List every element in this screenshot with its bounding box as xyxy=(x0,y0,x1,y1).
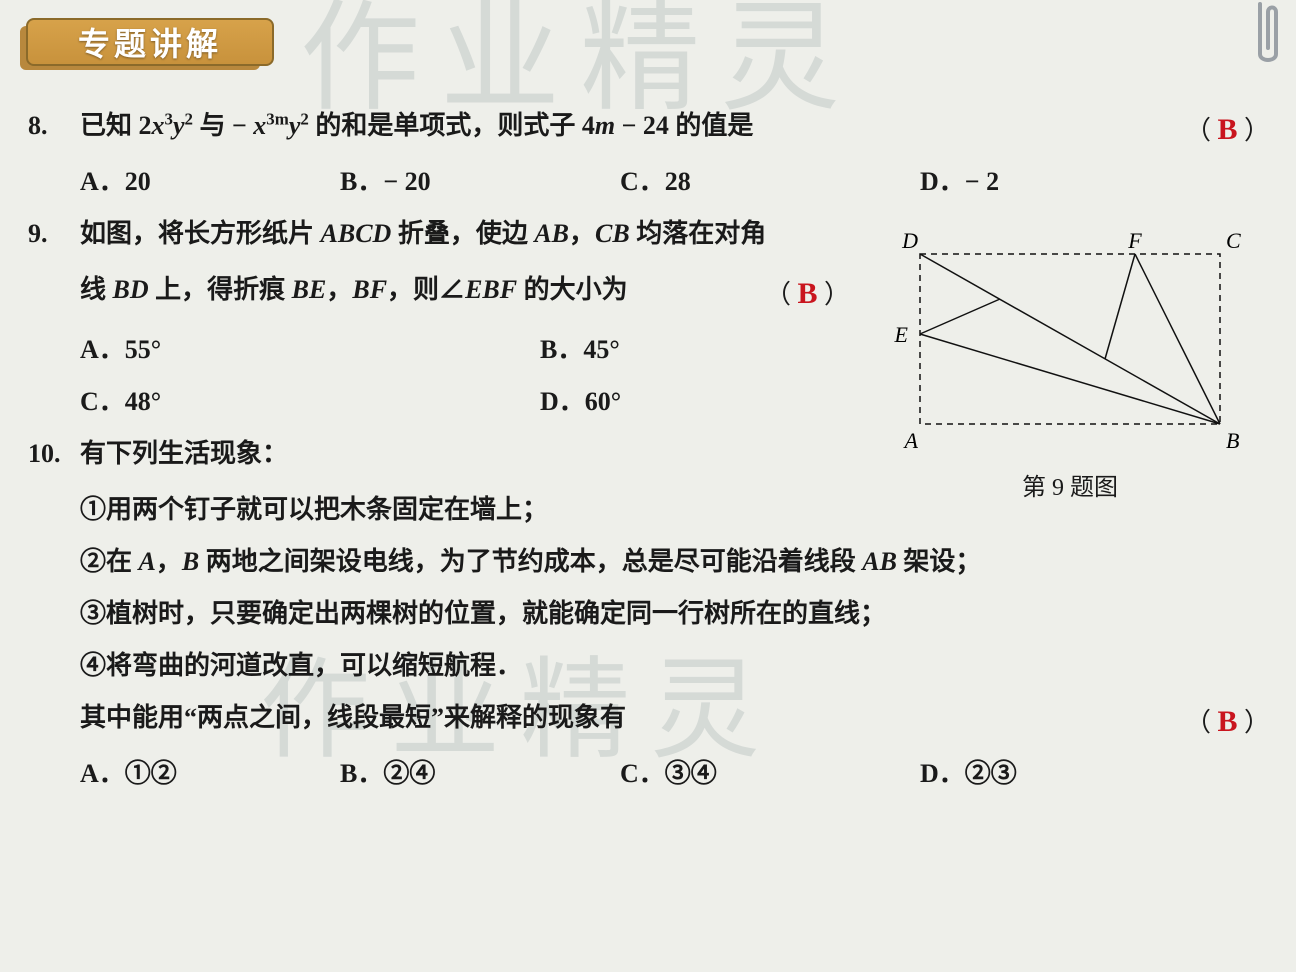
q10-item3: ③植树时，只要确定出两棵树的位置，就能确定同一行树所在的直线； xyxy=(30,588,1270,640)
q10-answer-slot: （ B ） xyxy=(1185,692,1270,752)
svg-text:E: E xyxy=(894,322,909,347)
q9-figure-caption: 第 9 题图 xyxy=(890,464,1250,512)
svg-text:A: A xyxy=(903,428,919,453)
page-content: 8. 已知 2x3y2 与 − x3my2 的和是单项式，则式子 4m − 24… xyxy=(30,100,1270,800)
q8-optC: C．28 xyxy=(620,156,920,208)
q9-answer-slot: （ B ） xyxy=(765,264,850,324)
svg-text:C: C xyxy=(1226,228,1241,253)
q9-optC: C．48° xyxy=(80,376,540,428)
q9-number: 9. xyxy=(28,208,48,260)
q10-answer: B xyxy=(1217,705,1237,738)
q8-number: 8. xyxy=(28,100,48,152)
svg-text:F: F xyxy=(1127,228,1142,253)
svg-text:D: D xyxy=(901,228,918,253)
q9-line1: 9. 如图，将长方形纸片 ABCD 折叠，使边 AB，CB 均落在对角 xyxy=(30,208,850,260)
banner-title: 专题讲解 xyxy=(26,18,274,66)
q8-optB: B．− 20 xyxy=(340,156,620,208)
q10-optB: B．②④ xyxy=(340,748,620,800)
q9-figure: D F C E A B 第 9 题图 xyxy=(890,224,1250,512)
q10-optC: C．③④ xyxy=(620,748,920,800)
q8-answer-slot: （ B ） xyxy=(1185,100,1270,160)
q10-tail: 其中能用“两点之间，线段最短”来解释的现象有 （ B ） xyxy=(30,692,1270,744)
q8-text: 已知 2 xyxy=(80,111,152,140)
q9-optA: A．55° xyxy=(80,324,540,376)
q9-diagram: D F C E A B xyxy=(890,224,1250,454)
q9-opts-row1: A．55° B．45° xyxy=(30,324,850,376)
q9-opts-row2: C．48° D．60° xyxy=(30,376,850,428)
q10-number: 10. xyxy=(28,428,61,480)
q9-line2: 线 BD 上，得折痕 BE，BF，则∠EBF 的大小为 （ B ） xyxy=(30,264,850,316)
q8-options: A．20 B．− 20 C．28 D．− 2 xyxy=(30,156,1185,208)
header-banner: 专题讲解 xyxy=(20,18,280,78)
q8-stem: 8. 已知 2x3y2 与 − x3my2 的和是单项式，则式子 4m − 24… xyxy=(30,100,1270,152)
svg-text:B: B xyxy=(1226,428,1239,453)
q8-optD: D．− 2 xyxy=(920,156,999,208)
q10-item2: ②在 A，B 两地之间架设电线，为了节约成本，总是尽可能沿着线段 AB 架设； xyxy=(30,536,1270,588)
q10-options: A．①② B．②④ C．③④ D．②③ xyxy=(30,748,1185,800)
paper-clip-icon xyxy=(1248,0,1288,70)
q8-answer: B xyxy=(1217,113,1237,146)
q10-optD: D．②③ xyxy=(920,748,1017,800)
q10-item4: ④将弯曲的河道改直，可以缩短航程． xyxy=(30,640,1270,692)
q9-answer: B xyxy=(797,277,817,310)
q8-optA: A．20 xyxy=(80,156,340,208)
q10-optA: A．①② xyxy=(80,748,340,800)
